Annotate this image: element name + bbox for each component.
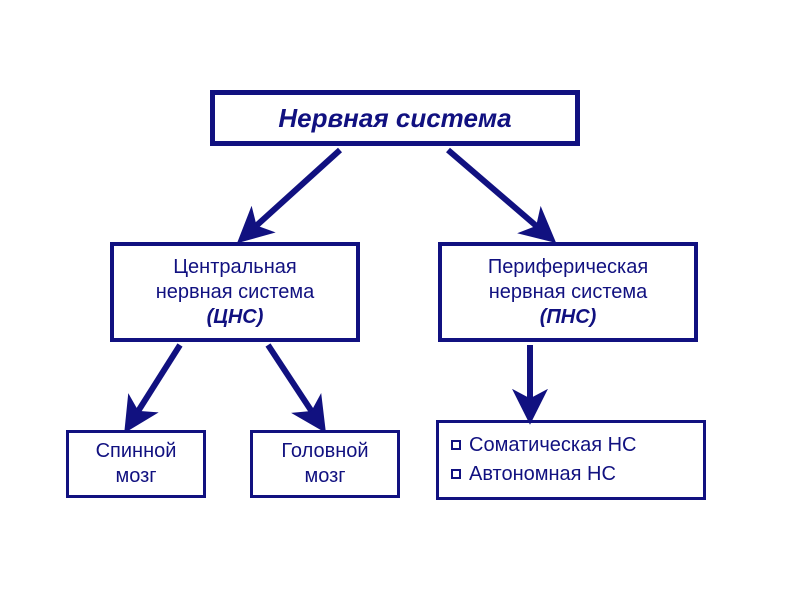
diagram-canvas: Нервная система Центральная нервная сист…	[0, 0, 800, 600]
edge-root-to-cns	[245, 150, 340, 236]
node-label: Нервная система	[278, 102, 511, 135]
node-nervous-system: Нервная система	[210, 90, 580, 146]
list-item-autonomic: Автономная НС	[451, 462, 691, 487]
node-cns: Центральная нервная система (ЦНС)	[110, 242, 360, 342]
node-spinal-cord: Спинной мозг	[66, 430, 206, 498]
node-label-line1: Центральная	[173, 255, 296, 280]
list-item-somatic: Соматическая НС	[451, 433, 691, 458]
edge-cns-to-spinal	[130, 345, 180, 424]
edge-cns-to-brain	[268, 345, 320, 424]
node-somatic-autonomic: Соматическая НС Автономная НС	[436, 420, 706, 500]
node-label-line2: нервная система	[156, 280, 315, 305]
node-label-line2: нервная система	[489, 280, 648, 305]
node-label-line1: Головной	[281, 439, 368, 464]
node-brain: Головной мозг	[250, 430, 400, 498]
node-label-line2: мозг	[115, 464, 156, 489]
node-pns: Периферическая нервная система (ПНС)	[438, 242, 698, 342]
node-label-abbr: (ПНС)	[540, 305, 597, 330]
edge-root-to-pns	[448, 150, 548, 236]
node-label-line1: Спинной	[96, 439, 177, 464]
pns-subtype-list: Соматическая НС Автономная НС	[439, 429, 703, 491]
node-label-abbr: (ЦНС)	[207, 305, 264, 330]
node-label-line2: мозг	[304, 464, 345, 489]
node-label-line1: Периферическая	[488, 255, 648, 280]
